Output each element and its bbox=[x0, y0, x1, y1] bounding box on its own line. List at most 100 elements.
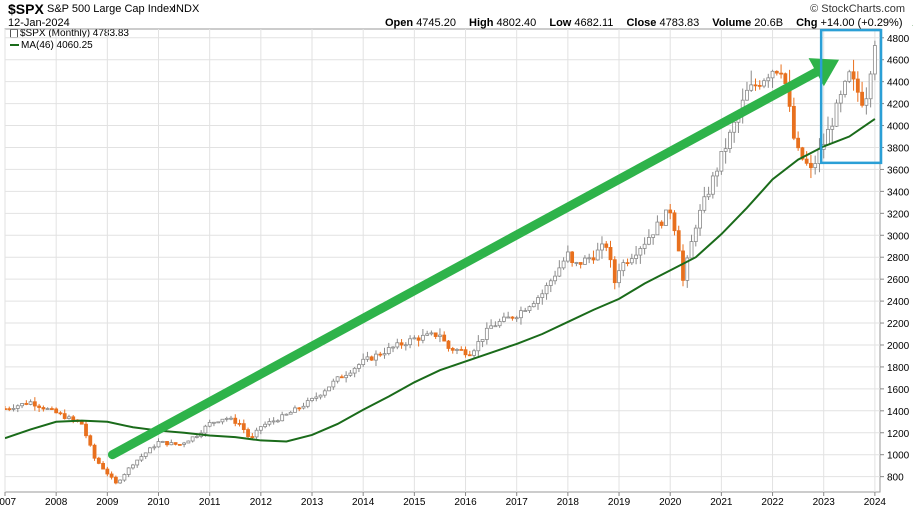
candle-body bbox=[113, 476, 118, 484]
candle-body bbox=[250, 436, 255, 438]
candle-body bbox=[527, 306, 532, 311]
candle-body bbox=[118, 479, 123, 484]
candle-body bbox=[267, 421, 272, 425]
candle-body bbox=[7, 408, 12, 411]
x-tick-label: 2011 bbox=[199, 497, 221, 508]
candle-body bbox=[135, 459, 140, 466]
candle-body bbox=[587, 257, 592, 260]
y-tick-label: 3800 bbox=[887, 143, 910, 154]
candle-body bbox=[553, 275, 557, 282]
candle-body bbox=[783, 73, 788, 84]
candle-body bbox=[101, 463, 105, 470]
x-tick-label: 2024 bbox=[864, 497, 887, 508]
candle-body bbox=[58, 412, 63, 415]
candle-body bbox=[148, 447, 152, 454]
candle-body bbox=[638, 248, 643, 256]
x-tick-label: 2013 bbox=[301, 497, 324, 508]
candle-body bbox=[565, 251, 570, 262]
quote-bar: Open 4745.20 High 4802.40 Low 4682.11 Cl… bbox=[385, 17, 913, 29]
candle-body bbox=[634, 254, 638, 259]
candle-body bbox=[361, 358, 366, 365]
y-axis: 800 1000 1200 1400 1600 1800 2000 2200 2400 2600 2… bbox=[880, 34, 910, 484]
candle-body bbox=[514, 317, 519, 320]
candle-body bbox=[169, 442, 174, 446]
candle-body bbox=[288, 411, 293, 415]
candle-body bbox=[122, 474, 127, 481]
candle-body bbox=[595, 249, 600, 261]
highlight-box bbox=[819, 28, 883, 165]
candle-body bbox=[190, 436, 195, 442]
candle-body bbox=[216, 421, 221, 424]
candle-body bbox=[11, 408, 16, 410]
candle-body bbox=[570, 251, 575, 263]
candle-body bbox=[84, 423, 88, 437]
candle-body bbox=[369, 356, 374, 361]
candle-body bbox=[809, 162, 813, 169]
candle-body bbox=[450, 348, 455, 351]
y-tick-label: 2600 bbox=[887, 275, 910, 286]
candle-body bbox=[745, 89, 749, 101]
symbol: $SPX bbox=[8, 1, 44, 17]
candle-body bbox=[540, 293, 545, 299]
x-tick-label: 2015 bbox=[403, 497, 426, 508]
candle-body bbox=[28, 401, 33, 405]
ma-line-swatch bbox=[10, 44, 19, 47]
stockcharts-logo[interactable]: © StockCharts.com bbox=[810, 3, 905, 15]
annotations bbox=[107, 28, 883, 460]
candle-body bbox=[194, 436, 199, 438]
candle-body bbox=[497, 320, 502, 327]
candle-body bbox=[830, 125, 835, 130]
candle-body bbox=[557, 267, 562, 277]
candle-body bbox=[548, 280, 553, 286]
legend-ma: MA(46) 4060.25 bbox=[10, 40, 93, 51]
candle-body bbox=[207, 421, 212, 427]
candle-body bbox=[472, 350, 476, 356]
candle-body bbox=[834, 102, 839, 127]
candle-body bbox=[429, 332, 434, 335]
candle-body bbox=[318, 394, 323, 398]
y-tick-label: 4000 bbox=[887, 122, 910, 133]
volume-label: Volume bbox=[712, 17, 752, 29]
candle-body bbox=[574, 262, 579, 264]
candle-body bbox=[749, 84, 754, 91]
candle-body bbox=[710, 175, 715, 195]
candle-body bbox=[378, 353, 383, 356]
candle-body bbox=[544, 285, 549, 295]
candle-body bbox=[357, 364, 361, 369]
candle-body bbox=[664, 209, 668, 226]
candle-body bbox=[50, 408, 54, 410]
chg-value: +14.00 (+0.29%) bbox=[820, 17, 903, 29]
candle-body bbox=[399, 342, 404, 346]
candle-body bbox=[689, 241, 694, 259]
security-name: S&P 500 Large Cap Index bbox=[47, 3, 175, 15]
candle-body bbox=[621, 262, 626, 272]
candle-body bbox=[612, 259, 617, 284]
candle-body bbox=[476, 341, 481, 352]
high-value: 4802.40 bbox=[496, 17, 537, 29]
candle-body bbox=[774, 70, 779, 74]
legend-ma-label: MA(46) 4060.25 bbox=[21, 40, 93, 51]
candle-body bbox=[510, 316, 515, 319]
candle-body bbox=[629, 258, 634, 264]
candle-body bbox=[331, 380, 336, 388]
candle-body bbox=[160, 441, 165, 443]
candle-body bbox=[54, 408, 59, 414]
x-axis: 2007 2008 2009 2010 2011 2012 2013 2014 2015 2016… bbox=[0, 492, 886, 508]
candle-body bbox=[79, 421, 84, 425]
candle-body bbox=[506, 316, 511, 319]
x-tick-label: 2010 bbox=[147, 497, 170, 508]
candle-body bbox=[280, 414, 285, 422]
trend-arrow-head bbox=[808, 58, 840, 87]
candle-body bbox=[229, 417, 233, 420]
y-tick-label: 4600 bbox=[887, 56, 910, 67]
y-tick-label: 2400 bbox=[887, 297, 910, 308]
candle-body bbox=[480, 339, 485, 342]
y-tick-label: 2800 bbox=[887, 253, 910, 264]
candle-body bbox=[297, 407, 302, 410]
candle-body bbox=[659, 221, 664, 226]
y-tick-label: 1800 bbox=[887, 363, 910, 374]
candle-body bbox=[826, 128, 830, 145]
candle-body bbox=[681, 250, 685, 281]
candle-body bbox=[762, 80, 766, 87]
